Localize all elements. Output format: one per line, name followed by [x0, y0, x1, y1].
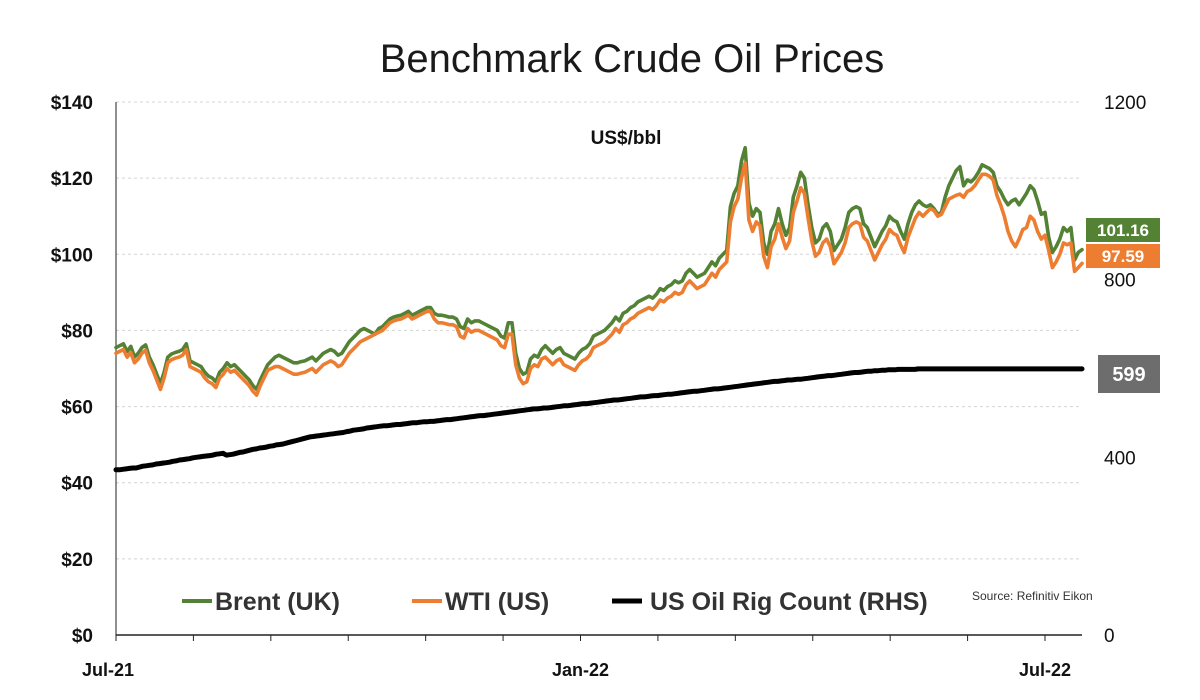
y-left-tick-label: $140: [51, 93, 93, 114]
chart-title: Benchmark Crude Oil Prices: [380, 37, 885, 81]
end-label-value: 97.59: [1102, 247, 1145, 266]
y-left-tick-label: $0: [72, 626, 93, 647]
source-note: Source: Refinitiv Eikon: [972, 589, 1093, 603]
y-left-tick-label: $60: [61, 398, 93, 419]
grid-lines: [116, 101, 1082, 560]
x-tick-label: Jul-21: [82, 660, 134, 680]
y-left-tick-label: $40: [61, 474, 93, 495]
end-label-value: 599: [1112, 364, 1145, 386]
series-line-1: [114, 161, 1084, 397]
legend-label: WTI (US): [445, 588, 549, 616]
y-axis-right: 0 400 800 1200: [1104, 93, 1146, 647]
y-right-tick-label: 1200: [1104, 93, 1146, 114]
x-axis: Jul-21 Jan-22 Jul-22: [82, 102, 1082, 680]
legend-label: Brent (UK): [215, 588, 340, 616]
unit-label: US$/bbl: [591, 128, 662, 149]
x-tick-label: Jan-22: [552, 660, 609, 680]
end-label-value: 101.16: [1097, 221, 1149, 240]
y-left-tick-label: $80: [61, 321, 93, 342]
y-right-tick-label: 0: [1104, 626, 1115, 647]
end-labels: 101.16 97.59 599: [1086, 218, 1160, 393]
y-left-tick-label: $120: [51, 169, 93, 190]
series-lines: [113, 145, 1085, 473]
y-right-tick-label: 400: [1104, 448, 1136, 469]
legend: Brent (UK) WTI (US) US Oil Rig Count (RHS): [182, 588, 928, 616]
y-left-tick-label: $20: [61, 550, 93, 571]
y-axis-left: $0 $20 $40 $60 $80 $100 $120 $140: [51, 93, 93, 647]
end-label-box: [1086, 218, 1160, 242]
end-label-box: [1098, 355, 1160, 393]
y-right-tick-label: 800: [1104, 271, 1136, 292]
series-line-2: [113, 366, 1085, 473]
x-tick-label: Jul-22: [1019, 660, 1071, 680]
y-left-tick-label: $100: [51, 245, 93, 266]
end-label-box: [1086, 244, 1160, 268]
legend-label: US Oil Rig Count (RHS): [650, 588, 928, 616]
series-line-0: [114, 145, 1084, 392]
